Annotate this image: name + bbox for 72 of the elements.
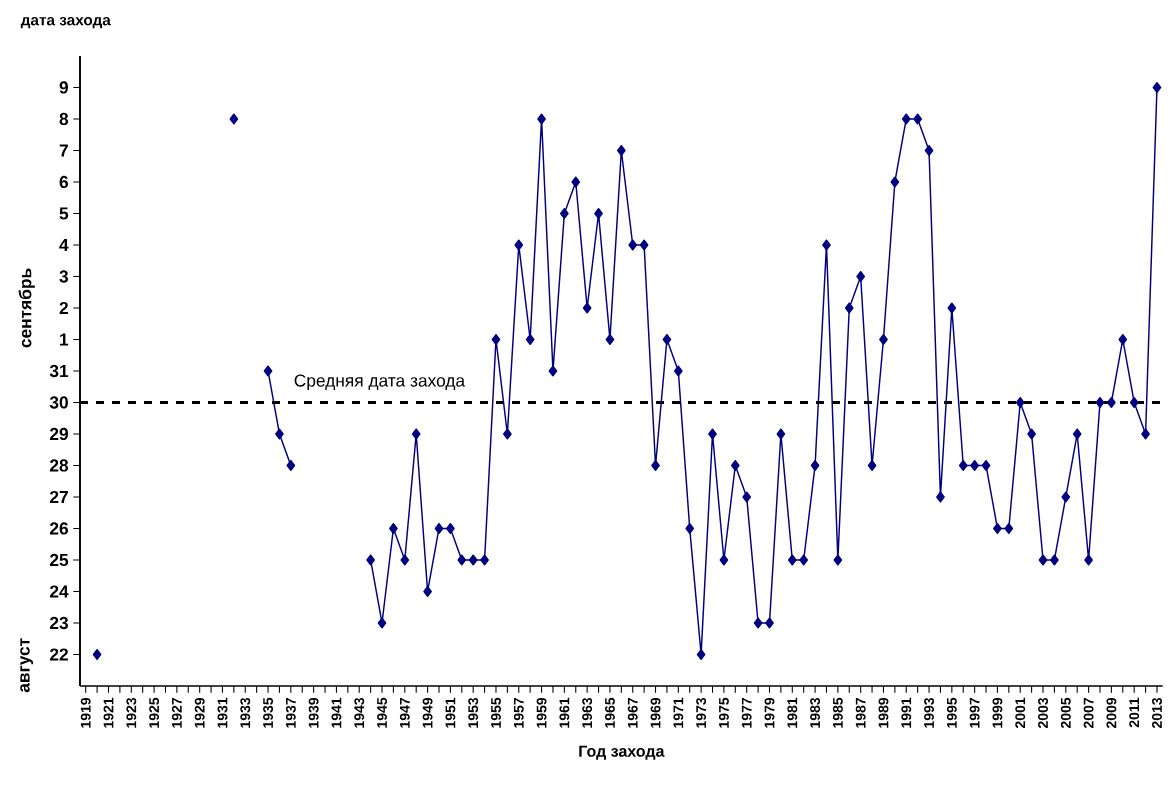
x-tick-label: 1997	[969, 697, 980, 728]
y2-tick-label: 7	[59, 144, 68, 157]
y-tick-label: 24	[49, 585, 69, 598]
x-tick-label: 1953	[468, 697, 479, 728]
x-tick-label: 1975	[718, 697, 729, 728]
x-tick-label: 2003	[1038, 697, 1048, 729]
x-tick-label: 2001	[1015, 697, 1026, 729]
x-tick-label: 2009	[1106, 697, 1117, 729]
y-tick-label: 25	[49, 553, 69, 567]
y-tick-label: 30	[49, 396, 68, 409]
x-tick-label: 1981	[787, 697, 798, 728]
y2-tick-label: 9	[59, 81, 68, 94]
x-tick-label: 1991	[901, 697, 912, 728]
x-tick-label: 1957	[513, 697, 524, 728]
x-tick-label: 1955	[491, 697, 501, 728]
x-tick-label: 1961	[559, 697, 570, 728]
x-tick-label: 1937	[285, 697, 296, 728]
y-tick-label: 29	[49, 427, 68, 441]
x-tick-label: 1973	[696, 697, 707, 728]
y-tick-label: 28	[49, 459, 69, 472]
y-tick-label: 23	[49, 616, 68, 630]
x-tick-label: 1985	[832, 697, 843, 728]
x-tick-label: 1995	[946, 697, 957, 728]
y2-tick-label: 3	[59, 270, 69, 283]
x-tick-label: 1935	[263, 697, 274, 728]
y-tick-label: 27	[49, 490, 68, 504]
y2-tick-label: 2	[59, 301, 68, 315]
x-tick-label: 1943	[354, 697, 365, 728]
ref-line-label: Средняя дата захода	[294, 374, 466, 391]
x-tick-label: 1931	[217, 697, 228, 728]
chart-title: дата захода	[20, 17, 111, 29]
x-tick-label: 1993	[924, 697, 935, 728]
x-tick-label: 1919	[80, 697, 91, 728]
x-tick-label: 2005	[1060, 697, 1071, 729]
x-tick-label: 1927	[171, 697, 182, 728]
x-tick-label: 2011	[1129, 697, 1140, 728]
y2-tick-label: 5	[59, 207, 69, 220]
x-tick-label: 1983	[810, 697, 821, 728]
x-tick-label: 1979	[764, 697, 775, 728]
x-tick-label: 1933	[240, 697, 251, 728]
x-tick-label: 1971	[673, 697, 684, 728]
x-tick-label: 1987	[855, 697, 866, 728]
x-tick-label: 1945	[377, 697, 387, 728]
x-tick-label: 1925	[149, 697, 160, 728]
x-tick-label: 1963	[582, 697, 593, 728]
y2-tick-label: 1	[60, 333, 69, 346]
y2-tick-label: 8	[59, 112, 69, 126]
x-axis-title: Год захода	[579, 745, 665, 760]
y-tick-label: 26	[49, 522, 68, 535]
x-tick-label: 1959	[536, 697, 547, 728]
x-tick-label: 1989	[878, 697, 889, 728]
x-tick-label: 1951	[445, 697, 456, 728]
x-tick-label: 1965	[605, 697, 615, 728]
text: август	[20, 638, 34, 693]
x-tick-label: 1949	[422, 697, 433, 728]
y2-tick-label: 4	[59, 239, 69, 251]
x-tick-label: 1941	[331, 697, 342, 728]
text: сентябрь	[18, 268, 35, 348]
x-tick-label: 1921	[103, 697, 114, 728]
x-tick-label: 1967	[627, 697, 638, 728]
x-tick-label: 2013	[1152, 697, 1162, 729]
y-tick-label: 22	[49, 648, 68, 661]
y2-tick-label: 6	[59, 175, 69, 189]
x-tick-label: 1969	[650, 697, 661, 728]
x-tick-label: 1999	[992, 697, 1003, 728]
x-tick-label: 1929	[194, 697, 205, 728]
x-tick-label: 1923	[126, 697, 137, 728]
x-tick-label: 1977	[741, 697, 752, 728]
y-tick-label: 31	[49, 364, 69, 378]
x-tick-label: 1939	[308, 697, 319, 728]
x-tick-label: 1947	[399, 697, 410, 728]
x-tick-label: 2007	[1083, 697, 1094, 729]
